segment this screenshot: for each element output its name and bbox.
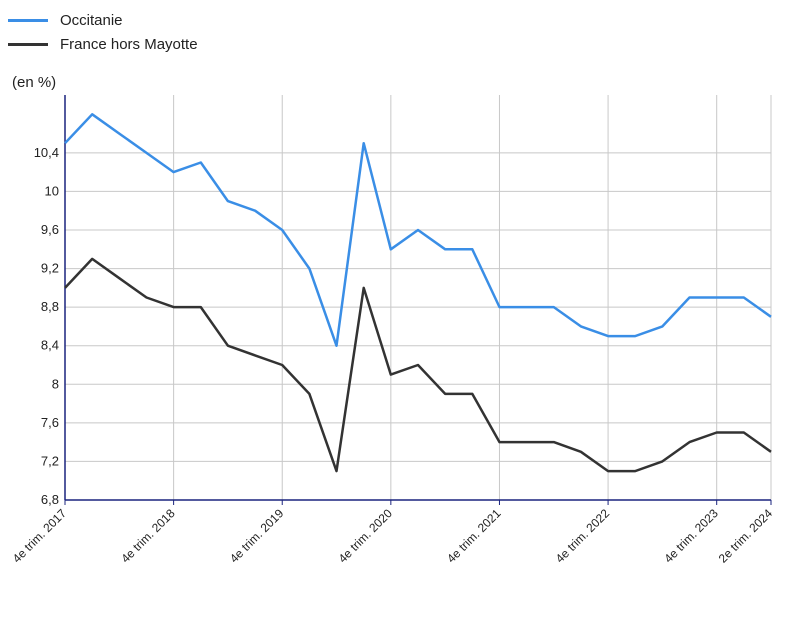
legend-item-occitanie[interactable]: Occitanie	[8, 8, 198, 32]
legend-swatch-occitanie	[8, 18, 48, 22]
series-line-occitanie	[64, 113, 772, 347]
x-tick-label: 2e trim. 2024	[716, 506, 776, 566]
series-line-france	[64, 257, 772, 473]
x-tick-label: 4e trim. 2017	[10, 506, 70, 566]
y-tick-label: 7,6	[41, 415, 59, 430]
y-tick-label: 8,8	[41, 299, 59, 314]
x-tick-label: 4e trim. 2022	[553, 506, 613, 566]
x-tick-label: 4e trim. 2020	[336, 506, 396, 566]
y-tick-label: 10	[45, 183, 59, 198]
x-tick-label: 4e trim. 2023	[661, 506, 721, 566]
legend-item-france[interactable]: France hors Mayotte	[8, 32, 198, 56]
x-tick-label: 4e trim. 2018	[118, 506, 178, 566]
y-tick-label: 6,8	[41, 492, 59, 507]
y-axis-unit-label: (en %)	[12, 74, 57, 91]
y-tick-label: 9,6	[41, 222, 59, 237]
legend: Occitanie France hors Mayotte	[8, 8, 198, 56]
y-tick-label: 10,4	[34, 145, 59, 160]
legend-swatch-france	[8, 42, 48, 46]
legend-label-occitanie: Occitanie	[60, 11, 123, 29]
y-tick-label: 7,2	[41, 453, 59, 468]
y-tick-label: 8,4	[41, 338, 59, 353]
x-tick-label: 4e trim. 2021	[444, 506, 504, 566]
x-tick-label: 4e trim. 2019	[227, 506, 287, 566]
legend-label-france: France hors Mayotte	[60, 35, 198, 53]
y-tick-label: 8	[52, 376, 59, 391]
y-tick-label: 9,2	[41, 261, 59, 276]
